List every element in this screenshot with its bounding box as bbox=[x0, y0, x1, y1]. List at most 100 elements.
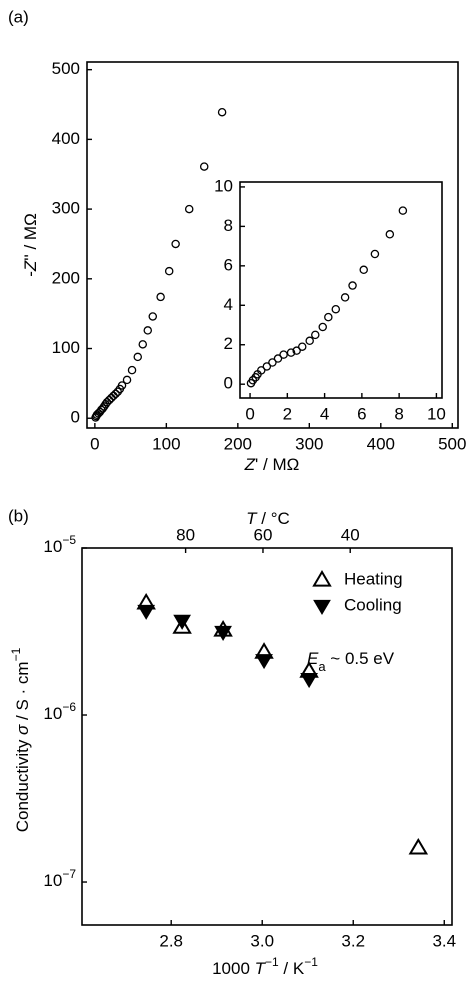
data-point bbox=[92, 410, 102, 420]
data-point bbox=[359, 265, 368, 275]
x-tick-label: 500 bbox=[438, 434, 466, 453]
x-tick-label: 400 bbox=[367, 434, 395, 453]
annotation-part: E bbox=[307, 649, 319, 668]
data-point bbox=[408, 837, 429, 855]
y-axis-label-part: '' / MΩ bbox=[21, 213, 40, 261]
y-axis-label-part: σ bbox=[13, 724, 32, 735]
data-point bbox=[184, 204, 194, 214]
y-axis-label: -Z'' / MΩ bbox=[21, 213, 40, 277]
x2-axis-label: T / °C bbox=[246, 509, 290, 528]
data-point bbox=[214, 625, 232, 642]
data-point bbox=[199, 162, 209, 171]
x2-tick-label: 60 bbox=[254, 525, 273, 544]
data-point bbox=[370, 249, 380, 259]
y-tick-label-base: 10 bbox=[43, 537, 62, 556]
data-point bbox=[262, 362, 272, 371]
y-tick-label: 4 bbox=[224, 295, 233, 314]
data-point bbox=[137, 604, 156, 620]
y-axis-label-part: Conductivity bbox=[13, 735, 32, 832]
x-axis-label-part: 1000 bbox=[212, 959, 255, 978]
data-point bbox=[268, 358, 277, 367]
legend-label: Cooling bbox=[344, 595, 402, 614]
data-point bbox=[173, 614, 191, 630]
data-point bbox=[255, 654, 273, 670]
data-point bbox=[148, 312, 158, 321]
x2-tick-label: 40 bbox=[341, 525, 360, 544]
y-tick-label: 300 bbox=[52, 199, 80, 218]
y-tick-label-base: 10 bbox=[43, 872, 62, 891]
y-tick-label: 10−7 bbox=[43, 867, 76, 890]
y-tick-label: 100 bbox=[52, 338, 80, 357]
x-tick-label: 4 bbox=[320, 404, 329, 423]
data-point bbox=[171, 239, 180, 249]
plot-frame bbox=[86, 61, 459, 429]
x-tick-label: 100 bbox=[152, 434, 180, 453]
panel-label: (b) bbox=[8, 506, 29, 525]
x-tick-label: 0 bbox=[245, 404, 254, 423]
x-tick-label: 200 bbox=[224, 434, 252, 453]
data-point bbox=[385, 230, 395, 239]
data-point bbox=[331, 304, 341, 314]
y-tick-label-base: 10 bbox=[43, 704, 62, 723]
y-axis-label: Conductivity σ / S · cm−1 bbox=[9, 647, 32, 832]
y-tick-label-exp: −6 bbox=[62, 700, 76, 714]
y-tick-label-exp: −7 bbox=[62, 867, 76, 881]
x-axis-label-part: ' / MΩ bbox=[255, 455, 299, 474]
y-tick-label: 10−5 bbox=[43, 533, 76, 556]
x-tick-label: 8 bbox=[394, 404, 403, 423]
x-axis-label-part: −1 bbox=[304, 955, 318, 969]
y-axis-label-part: −1 bbox=[9, 647, 23, 661]
plot-frame bbox=[81, 547, 453, 926]
x-tick-label: 0 bbox=[90, 434, 99, 453]
panel-label: (a) bbox=[8, 7, 29, 26]
y-tick-label: 2 bbox=[224, 334, 233, 353]
y-tick-label: 10 bbox=[214, 176, 233, 195]
data-point bbox=[138, 340, 148, 349]
x-tick-label: 2.8 bbox=[159, 931, 183, 950]
data-point bbox=[286, 348, 296, 357]
x-axis-label-part: Z bbox=[244, 455, 256, 474]
x2-axis-label-part: / °C bbox=[257, 509, 290, 528]
x-tick-label: 2 bbox=[283, 404, 292, 423]
data-point bbox=[348, 281, 357, 290]
data-point bbox=[292, 346, 301, 355]
data-point bbox=[164, 266, 174, 276]
y-tick-label: 200 bbox=[52, 268, 80, 287]
data-point bbox=[311, 330, 320, 340]
data-point bbox=[279, 350, 288, 359]
legend-marker bbox=[312, 570, 332, 587]
data-point bbox=[297, 342, 307, 351]
x-tick-label: 3.2 bbox=[341, 931, 365, 950]
legend-marker bbox=[313, 599, 331, 615]
y-axis-label-part: Z bbox=[21, 260, 40, 272]
data-point bbox=[305, 336, 314, 346]
legend-label: Heating bbox=[344, 569, 403, 588]
x-axis-label: Z' / MΩ bbox=[244, 455, 300, 474]
annotation-part: ~ 0.5 eV bbox=[326, 649, 395, 668]
data-point bbox=[324, 312, 333, 322]
y-tick-label: 0 bbox=[71, 408, 80, 427]
data-point bbox=[398, 206, 408, 215]
data-point bbox=[172, 617, 192, 634]
y-tick-label: 10−6 bbox=[43, 700, 76, 723]
x-tick-label: 3.4 bbox=[432, 931, 456, 950]
y-axis-label-part: - bbox=[21, 271, 40, 277]
data-point bbox=[256, 366, 266, 375]
data-point bbox=[300, 673, 318, 689]
data-point bbox=[217, 107, 227, 117]
annotation-part: a bbox=[318, 659, 326, 674]
x-axis-label: 1000 T−1 / K−1 bbox=[212, 955, 318, 978]
x-tick-label: 10 bbox=[427, 404, 446, 423]
data-point bbox=[133, 352, 143, 362]
x2-axis-label-part: T bbox=[246, 509, 258, 528]
plot-frame bbox=[239, 181, 443, 399]
x-axis-label-part: / K bbox=[279, 959, 305, 978]
x-axis-label-part: T bbox=[255, 959, 267, 978]
y-tick-label: 400 bbox=[52, 129, 80, 148]
x-tick-label: 300 bbox=[295, 434, 323, 453]
y-tick-label: 500 bbox=[52, 59, 80, 78]
data-point bbox=[127, 365, 137, 375]
data-point bbox=[156, 292, 165, 302]
x-tick-label: 3.0 bbox=[250, 931, 274, 950]
